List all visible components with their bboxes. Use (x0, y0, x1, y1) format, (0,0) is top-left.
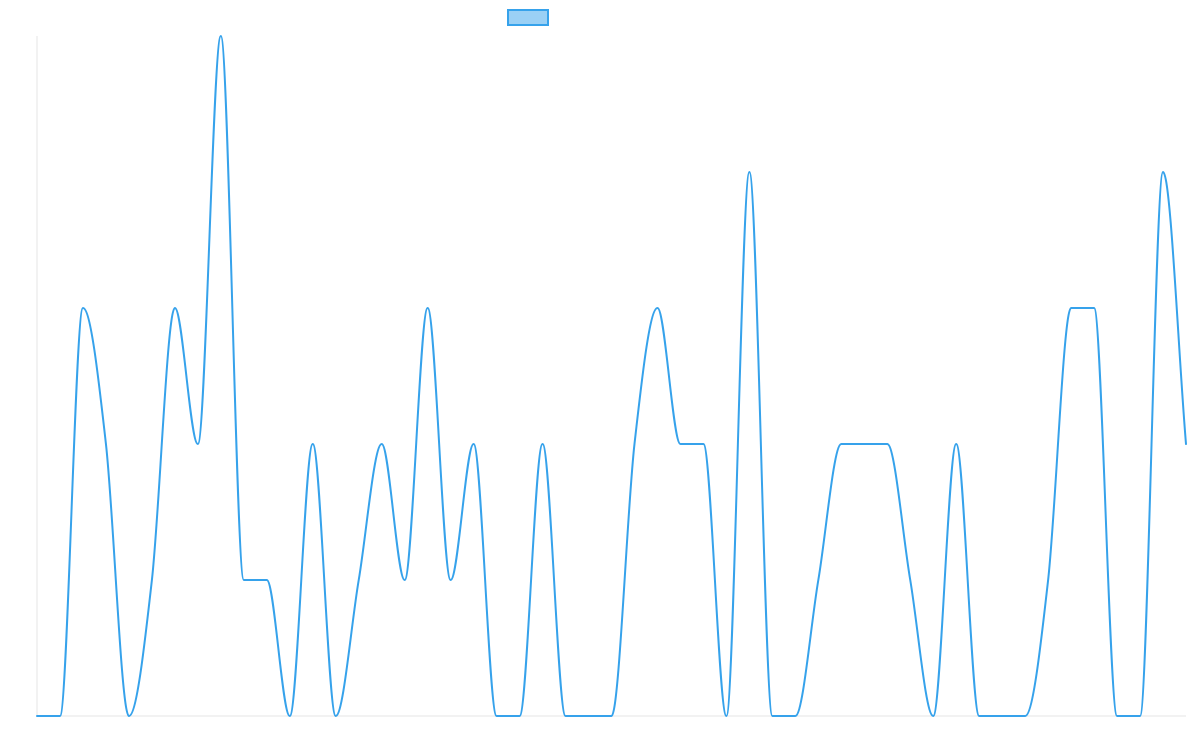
series-line (36, 35, 1187, 717)
legend-swatch[interactable] (507, 9, 549, 26)
legend[interactable] (507, 9, 549, 26)
axes (36, 36, 1186, 717)
series-layer (36, 35, 1187, 717)
